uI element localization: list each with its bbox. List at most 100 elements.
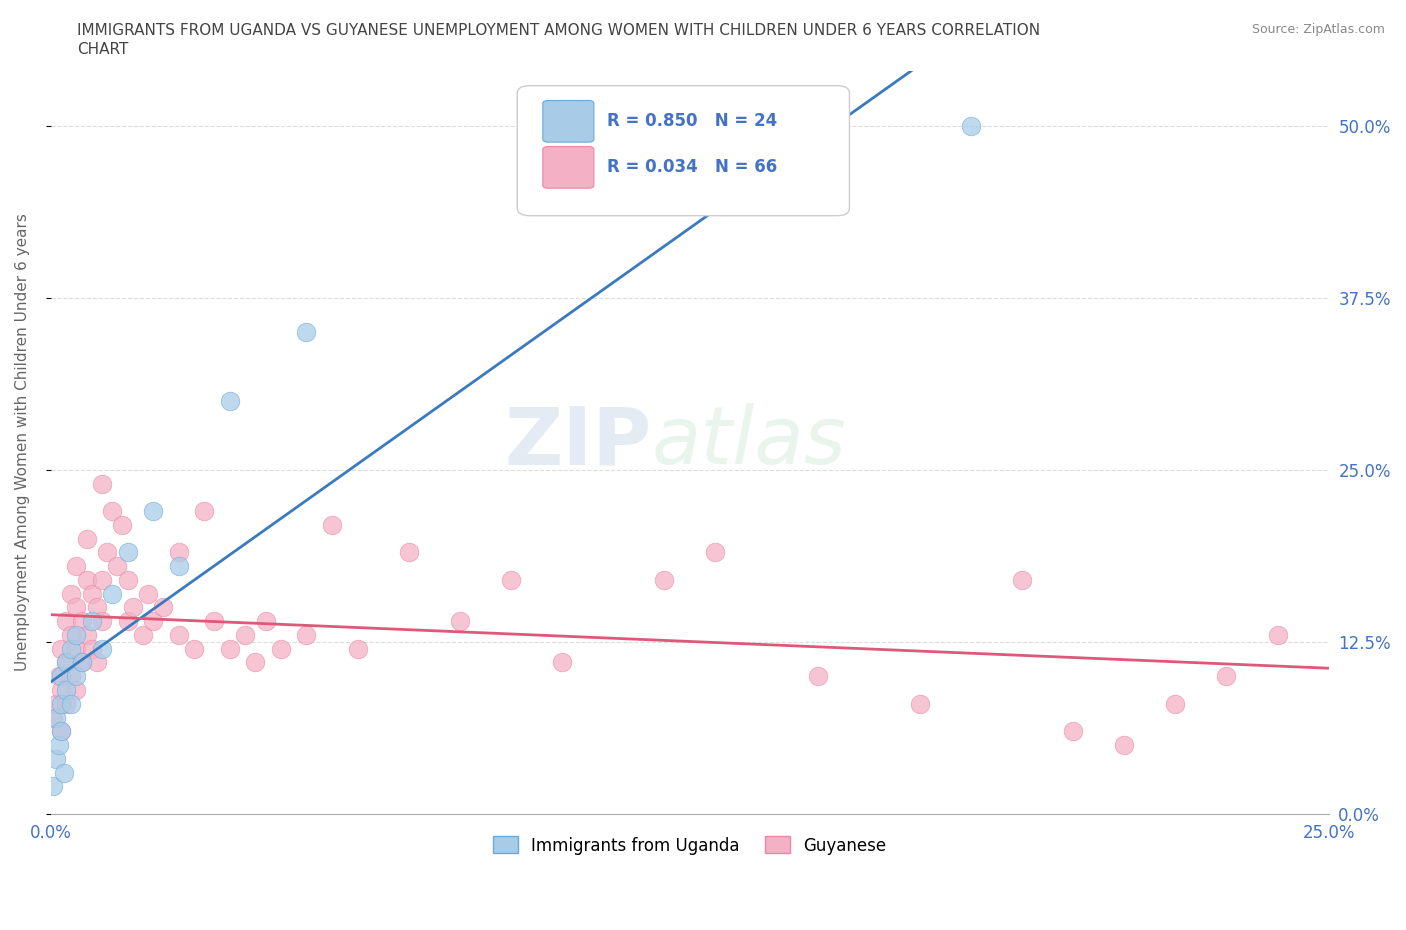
Point (96, 545, 118, 560)
Point (1114, 737, 1136, 752)
Point (449, 614, 471, 629)
Point (76, 573, 98, 588)
Point (49, 642, 72, 657)
Point (91, 573, 114, 588)
Point (76, 628, 98, 643)
Legend: Immigrants from Uganda, Guyanese: Immigrants from Uganda, Guyanese (486, 830, 893, 861)
Point (60, 642, 83, 657)
Y-axis label: Unemployment Among Women with Children Under 6 years: Unemployment Among Women with Children U… (15, 213, 30, 671)
Point (1267, 628, 1289, 643)
Point (45, 711, 67, 725)
Point (55, 683, 77, 698)
Point (42, 778, 65, 793)
Point (183, 642, 205, 657)
Point (48, 737, 70, 752)
Point (105, 559, 128, 574)
Point (295, 628, 318, 643)
Point (117, 614, 139, 629)
Text: R = 0.850   N = 24: R = 0.850 N = 24 (606, 113, 778, 130)
Point (1215, 669, 1237, 684)
Point (55, 697, 77, 711)
Point (60, 586, 83, 601)
Point (55, 655, 77, 670)
Point (65, 669, 87, 684)
Point (136, 586, 159, 601)
Point (218, 642, 240, 657)
Point (1011, 573, 1033, 588)
Point (55, 614, 77, 629)
Point (45, 697, 67, 711)
Point (45, 751, 67, 766)
Point (551, 655, 574, 670)
Point (60, 697, 83, 711)
Point (346, 642, 368, 657)
Point (142, 504, 165, 519)
Point (254, 614, 277, 629)
Point (908, 697, 931, 711)
Text: ZIP: ZIP (505, 404, 651, 482)
Point (202, 614, 225, 629)
Point (48, 669, 70, 684)
Point (117, 573, 139, 588)
Point (76, 531, 98, 546)
Point (167, 628, 190, 643)
Point (101, 586, 124, 601)
Point (60, 628, 83, 643)
Point (70, 655, 93, 670)
Point (80, 614, 103, 629)
Point (65, 628, 87, 643)
Text: R = 0.034   N = 66: R = 0.034 N = 66 (606, 158, 778, 177)
Point (218, 393, 240, 408)
Point (65, 642, 87, 657)
Point (91, 614, 114, 629)
Text: Source: ZipAtlas.com: Source: ZipAtlas.com (1251, 23, 1385, 36)
Point (193, 504, 215, 519)
Point (111, 517, 134, 532)
Point (86, 655, 108, 670)
Point (91, 476, 114, 491)
Point (295, 325, 318, 339)
Point (49, 724, 72, 738)
Point (52, 765, 75, 780)
Point (49, 724, 72, 738)
Point (321, 517, 343, 532)
Point (42, 711, 65, 725)
Point (49, 683, 72, 698)
Text: IMMIGRANTS FROM UGANDA VS GUYANESE UNEMPLOYMENT AMONG WOMEN WITH CHILDREN UNDER : IMMIGRANTS FROM UGANDA VS GUYANESE UNEMP… (77, 23, 1040, 38)
Point (245, 655, 267, 670)
Point (65, 683, 87, 698)
FancyBboxPatch shape (543, 147, 593, 188)
Point (65, 559, 87, 574)
Point (101, 504, 124, 519)
Text: CHART: CHART (77, 42, 129, 57)
Text: atlas: atlas (651, 404, 846, 482)
Point (55, 655, 77, 670)
Point (806, 669, 828, 684)
Point (1062, 724, 1084, 738)
Point (91, 642, 114, 657)
Point (49, 669, 72, 684)
Point (80, 642, 103, 657)
Point (398, 545, 420, 560)
FancyBboxPatch shape (543, 100, 593, 142)
Point (233, 628, 256, 643)
Point (117, 545, 139, 560)
FancyBboxPatch shape (517, 86, 849, 216)
Point (142, 614, 165, 629)
Point (167, 545, 190, 560)
Point (270, 642, 292, 657)
Point (65, 600, 87, 615)
Point (49, 697, 72, 711)
Point (152, 600, 174, 615)
Point (60, 669, 83, 684)
Point (132, 628, 155, 643)
Point (960, 118, 983, 133)
Point (86, 600, 108, 615)
Point (121, 600, 143, 615)
Point (70, 655, 93, 670)
Point (652, 573, 675, 588)
Point (1164, 697, 1187, 711)
Point (70, 614, 93, 629)
Point (704, 545, 727, 560)
Point (499, 573, 522, 588)
